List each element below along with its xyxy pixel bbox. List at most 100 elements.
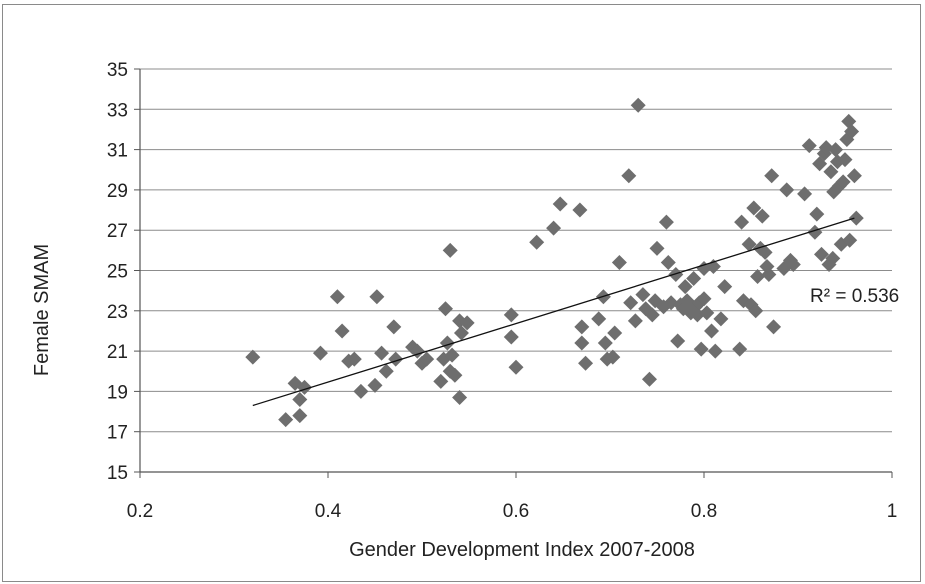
data-point — [508, 359, 524, 375]
data-point — [353, 383, 369, 399]
data-point — [292, 391, 308, 407]
data-point — [312, 345, 328, 361]
data-point — [621, 168, 637, 184]
data-point — [644, 307, 660, 323]
data-point — [807, 224, 823, 240]
chart-frame — [2, 4, 921, 582]
data-point — [842, 232, 858, 248]
data-point — [369, 289, 385, 305]
data-point — [750, 269, 766, 285]
data-point — [334, 323, 350, 339]
data-point — [278, 412, 294, 428]
data-point — [447, 367, 463, 383]
data-point — [748, 303, 764, 319]
r-squared-annotation: R² = 0.536 — [810, 286, 899, 307]
data-point — [641, 371, 657, 387]
data-point — [717, 279, 733, 295]
x-tick-label: 0.8 — [691, 501, 717, 522]
data-point — [452, 389, 468, 405]
data-point — [828, 142, 844, 158]
y-tick-label: 29 — [107, 181, 128, 202]
data-point — [779, 182, 795, 198]
data-point — [574, 319, 590, 335]
data-point — [848, 210, 864, 226]
data-point — [386, 319, 402, 335]
y-tick-label: 23 — [107, 302, 128, 323]
data-point — [732, 341, 748, 357]
data-point — [572, 202, 588, 218]
data-point — [503, 307, 519, 323]
x-tick-label: 0.4 — [315, 501, 342, 522]
data-point — [846, 168, 862, 184]
y-tick-label: 21 — [107, 342, 128, 363]
data-point — [713, 311, 729, 327]
data-point — [292, 408, 308, 424]
data-point — [578, 355, 594, 371]
data-point — [367, 377, 383, 393]
data-point — [686, 271, 702, 287]
data-point — [597, 335, 613, 351]
data-point — [693, 341, 709, 357]
data-point — [835, 174, 851, 190]
data-point — [444, 347, 460, 363]
data-point — [704, 323, 720, 339]
data-point — [660, 254, 676, 270]
x-tick-label: 0.2 — [127, 501, 153, 522]
data-point — [388, 351, 404, 367]
y-tick-label: 19 — [107, 382, 128, 403]
x-tick-label: 1 — [887, 501, 898, 522]
data-point — [591, 311, 607, 327]
data-point — [574, 335, 590, 351]
data-point — [696, 291, 712, 307]
data-point — [546, 220, 562, 236]
data-point — [734, 214, 750, 230]
data-point — [741, 236, 757, 252]
data-point — [635, 287, 651, 303]
data-point — [844, 123, 860, 139]
data-point — [785, 256, 801, 272]
data-point — [837, 152, 853, 168]
x-tick-label: 0.6 — [503, 501, 529, 522]
data-point — [374, 345, 390, 361]
data-point — [658, 214, 674, 230]
data-point — [439, 335, 455, 351]
data-point — [668, 267, 684, 283]
y-tick-label: 25 — [107, 262, 128, 283]
data-point — [825, 250, 841, 266]
data-point — [809, 206, 825, 222]
data-point — [503, 329, 519, 345]
data-point — [378, 363, 394, 379]
y-tick-label: 17 — [107, 423, 128, 444]
data-point — [754, 208, 770, 224]
data-point — [677, 279, 693, 295]
data-point — [453, 325, 469, 341]
y-tick-label: 33 — [107, 100, 128, 121]
trendline — [252, 217, 855, 407]
data-point — [442, 242, 458, 258]
data-point — [552, 196, 568, 212]
data-point — [329, 289, 345, 305]
data-point — [419, 351, 435, 367]
data-point — [459, 315, 475, 331]
data-point — [764, 168, 780, 184]
data-point — [605, 349, 621, 365]
gridlines — [134, 68, 892, 473]
data-point — [433, 373, 449, 389]
y-tick-labels: 15 17 19 21 23 25 27 29 31 33 35 — [107, 60, 128, 484]
data-points — [245, 97, 864, 428]
y-tick-label: 15 — [107, 463, 128, 484]
y-tick-label: 27 — [107, 221, 128, 242]
data-point — [814, 246, 829, 262]
data-point — [346, 351, 362, 367]
data-point — [245, 349, 261, 365]
y-tick-label: 31 — [107, 141, 128, 162]
data-point — [529, 234, 545, 250]
data-point — [761, 267, 777, 283]
y-axis-title: Female SMAM — [31, 244, 53, 376]
data-point — [823, 164, 839, 180]
data-point — [699, 305, 715, 321]
x-axis-title: Gender Development Index 2007-2008 — [349, 539, 695, 561]
data-point — [707, 343, 723, 359]
data-point — [766, 319, 782, 335]
